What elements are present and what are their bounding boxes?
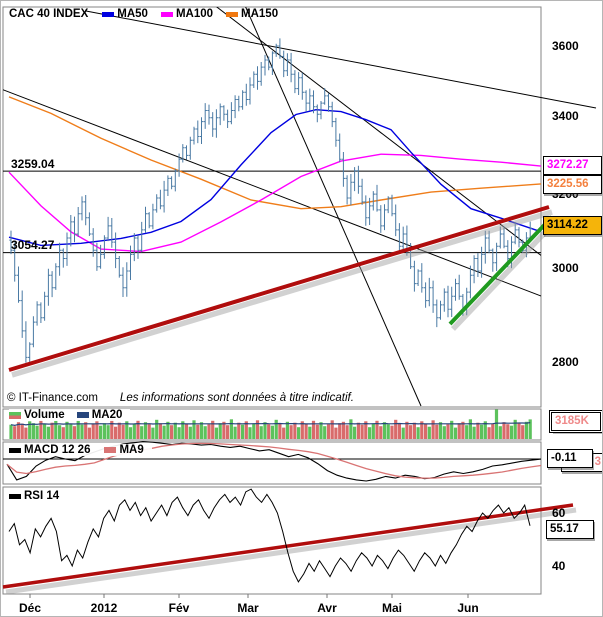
rsi-tick-60: 60 (552, 506, 566, 520)
ma20-label: MA20 (91, 409, 123, 421)
ma150-line (8, 96, 541, 210)
ma50-swatch-icon (102, 11, 115, 17)
ascending-green-trendline-shadow (451, 220, 557, 331)
macd-value-box: -0.11 (547, 449, 593, 468)
rsi-swatch-icon (9, 493, 21, 499)
chart-title: CAC 40 INDEX (9, 8, 89, 20)
month-label-mar: Mar (237, 601, 259, 615)
volume-ma20-line (10, 422, 531, 427)
volume-label: Volume (24, 409, 65, 421)
month-label-dec: Déc (18, 601, 42, 615)
rsi-trendline-shadow (5, 507, 577, 595)
moving-averages (8, 96, 541, 253)
legend-item-ma150: MA150 (226, 8, 278, 20)
ascending-green-trendline (448, 215, 554, 326)
ma50-line (8, 108, 540, 247)
ascending-red-trendline-shadow (11, 209, 553, 378)
ma150-label: MA150 (241, 8, 279, 20)
support-level-label: 3054.27 (11, 238, 55, 252)
month-label-mai: Mai (381, 601, 403, 615)
ma150-value-box: 3225.56 (543, 175, 602, 194)
volume-bars (9, 409, 532, 439)
month-label-avr: Avr (317, 601, 337, 615)
last-price-box: 3114.22 (543, 216, 602, 235)
rsi-panel-frame (2, 486, 542, 595)
ma100-label: MA100 (175, 8, 214, 20)
ma9-swatch-icon (104, 447, 117, 453)
ohlc-bars (9, 38, 532, 365)
volume-value-box: 3185K (551, 412, 601, 431)
volume-panel-legend: Volume MA20 (9, 409, 131, 421)
rsi-label: RSI 14 (24, 490, 60, 502)
copyright-source: © IT-Finance.com (7, 392, 98, 404)
price-tick-3000: 3000 (552, 261, 579, 275)
ascending-red-trendline (8, 205, 550, 372)
rsi-red-trendline (2, 503, 574, 589)
month-label-2012: 2012 (90, 601, 118, 615)
price-tick-2800: 2800 (552, 355, 579, 369)
legend-item-ma100: MA100 (160, 8, 214, 20)
rsi-panel-legend: RSI 14 (9, 490, 68, 502)
ma50-label: MA50 (117, 8, 148, 20)
ma100-value-box: 3272.27 (543, 156, 602, 175)
disclaimer-text: Les informations sont données à titre in… (119, 392, 354, 404)
price-tick-3600: 3600 (552, 39, 579, 53)
copyright-line: © IT-Finance.com Les informations sont do… (7, 392, 354, 404)
resistance-level-label: 3259.04 (11, 157, 55, 171)
macd-swatch-icon (9, 447, 21, 453)
rsi-tick-40: 40 (552, 559, 566, 573)
macd-signal-line (6, 442, 542, 479)
month-label-fev: Fév (168, 601, 190, 615)
macd-panel-legend: MACD 12 26 MA9 (9, 444, 152, 456)
ma100-line (8, 153, 541, 253)
ma20-swatch-icon (76, 412, 89, 418)
ma100-swatch-icon (160, 11, 173, 17)
legend-item-ma50: MA50 (102, 8, 148, 20)
price-tick-3400: 3400 (552, 109, 579, 123)
price-panel-legend: CAC 40 INDEX MA50 MA100 MA150 (9, 8, 291, 20)
ma150-swatch-icon (226, 11, 239, 17)
ma9-label: MA9 (119, 444, 144, 456)
rsi-line (8, 488, 531, 583)
macd-label: MACD 12 26 (24, 444, 91, 456)
upper-channel-line (85, 10, 597, 109)
month-label-jun: Jun (457, 601, 479, 615)
volume-swatch-icon (9, 411, 21, 419)
rsi-value-box: 55.17 (546, 520, 594, 539)
